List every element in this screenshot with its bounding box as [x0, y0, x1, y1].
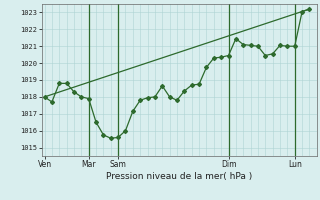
X-axis label: Pression niveau de la mer( hPa ): Pression niveau de la mer( hPa ): [106, 172, 252, 181]
